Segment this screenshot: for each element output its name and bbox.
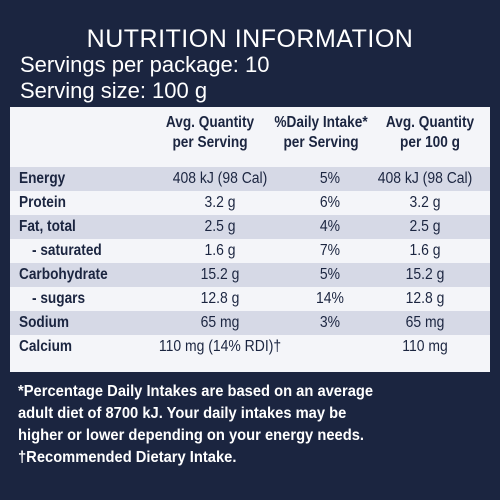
per-100g-value: 15.2 g	[405, 266, 445, 283]
per-100g-value: 1.6 g	[409, 242, 441, 259]
table-row: - saturated 1.6 g 7% 1.6 g	[10, 239, 490, 263]
row-name: Fat, total	[19, 218, 76, 235]
table-row: Carbohydrate 15.2 g 5% 15.2 g	[10, 263, 490, 287]
row-name: Calcium	[19, 338, 73, 355]
per-serving-value: 1.6 g	[204, 242, 236, 259]
per-100g-value: 3.2 g	[409, 194, 441, 211]
per-100g-value: 2.5 g	[409, 218, 441, 235]
serving-size: Serving size: 100 g	[20, 78, 208, 103]
row-name: Protein	[19, 194, 66, 211]
daily-intake-value: 5%	[319, 170, 341, 187]
row-name: Energy	[19, 170, 66, 187]
per-serving-value: 65 mg	[200, 314, 240, 331]
daily-intake-value: 3%	[319, 314, 341, 331]
servings-per-package: Servings per package: 10	[20, 52, 270, 77]
per-100g-value: 12.8 g	[405, 290, 445, 307]
footnote-line: adult diet of 8700 kJ. Your daily intake…	[18, 405, 347, 422]
daily-intake-value: 7%	[319, 242, 341, 259]
per-100g-value: 110 mg	[402, 338, 448, 355]
daily-intake-value: 14%	[316, 290, 344, 307]
per-serving-value: 15.2 g	[200, 266, 240, 283]
table-row: Sodium 65 mg 3% 65 mg	[10, 311, 490, 335]
row-name: - sugars	[32, 290, 86, 307]
table-row: Fat, total 2.5 g 4% 2.5 g	[10, 215, 490, 239]
per-serving-value: 2.5 g	[204, 218, 236, 235]
header-daily-intake: %Daily Intake* per Serving	[274, 114, 368, 151]
row-name: - saturated	[32, 242, 102, 259]
per-serving-value: 3.2 g	[204, 194, 236, 211]
table-row: - sugars 12.8 g 14% 12.8 g	[10, 287, 490, 311]
row-name: Sodium	[19, 314, 70, 331]
row-name: Carbohydrate	[19, 266, 108, 283]
table-row: Calcium 110 mg (14% RDI)† 110 mg	[10, 335, 490, 359]
panel-title: NUTRITION INFORMATION	[86, 25, 414, 53]
header-avg-per-100g: Avg. Quantity per 100 g	[385, 114, 475, 151]
daily-intake-value: 4%	[319, 218, 341, 235]
per-serving-value: 12.8 g	[200, 290, 240, 307]
per-100g-value: 408 kJ (98 Cal)	[377, 170, 473, 187]
table-row: Energy 408 kJ (98 Cal) 5% 408 kJ (98 Cal…	[10, 167, 490, 191]
per-serving-value: 408 kJ (98 Cal)	[172, 170, 268, 187]
header-avg-per-serving: Avg. Quantity per Serving	[165, 114, 255, 151]
daily-intake-value: 6%	[319, 194, 341, 211]
footnote-line: higher or lower depending on your energy…	[18, 427, 364, 444]
table-row: Protein 3.2 g 6% 3.2 g	[10, 191, 490, 215]
per-serving-value: 110 mg (14% RDI)†	[158, 338, 282, 355]
footnote-rdi: †Recommended Dietary Intake.	[18, 449, 237, 466]
daily-intake-value: 5%	[319, 266, 341, 283]
footnote-line: *Percentage Daily Intakes are based on a…	[18, 383, 374, 400]
per-100g-value: 65 mg	[405, 314, 445, 331]
